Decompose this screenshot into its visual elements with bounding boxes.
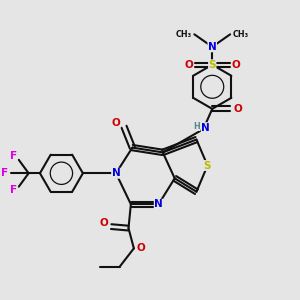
Text: F: F xyxy=(10,151,17,161)
Text: F: F xyxy=(10,185,17,195)
Text: O: O xyxy=(233,104,242,114)
Text: CH₃: CH₃ xyxy=(232,30,249,39)
Text: O: O xyxy=(111,118,120,128)
Text: N: N xyxy=(201,123,210,133)
Text: N: N xyxy=(154,199,163,209)
Text: O: O xyxy=(99,218,108,228)
Text: F: F xyxy=(1,168,8,178)
Text: S: S xyxy=(204,160,211,170)
Text: H: H xyxy=(194,122,200,131)
Text: S: S xyxy=(208,60,216,70)
Text: O: O xyxy=(184,60,193,70)
Text: O: O xyxy=(232,60,241,70)
Text: O: O xyxy=(137,243,146,254)
Text: N: N xyxy=(112,168,120,178)
Text: CH₃: CH₃ xyxy=(176,30,192,39)
Text: N: N xyxy=(208,42,217,52)
